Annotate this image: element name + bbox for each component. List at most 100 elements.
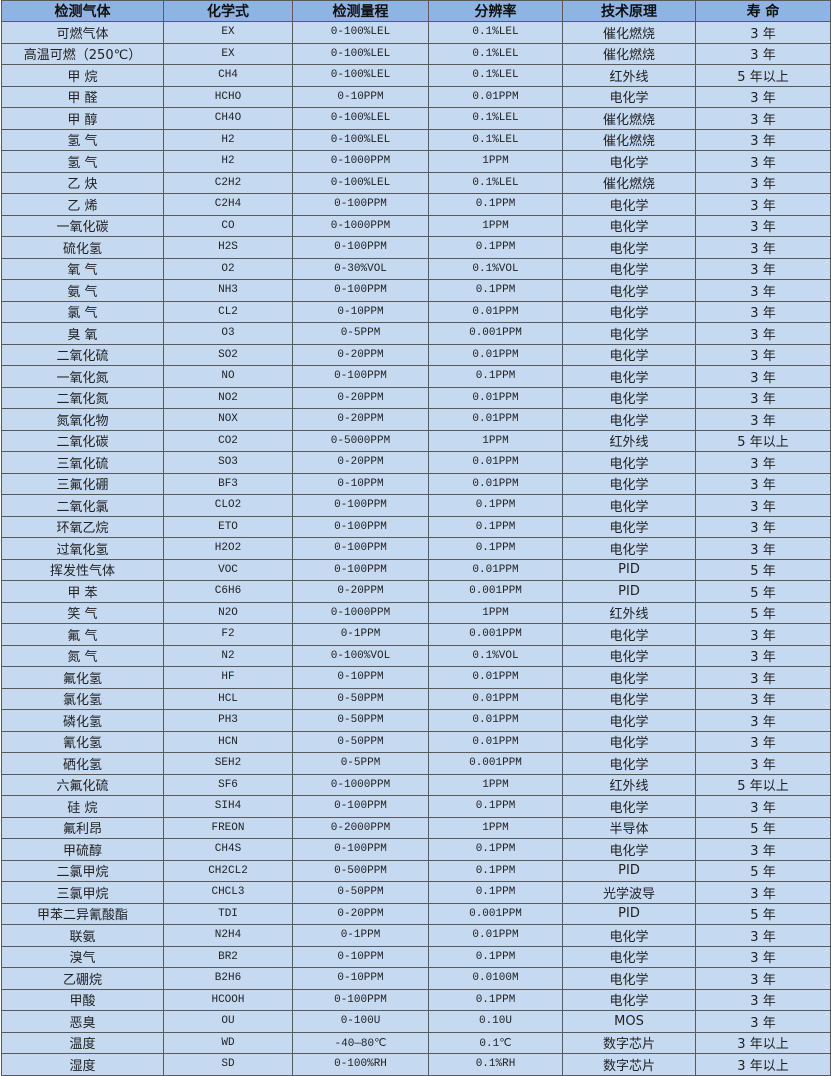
principle-cell: 电化学: [562, 666, 696, 689]
principle-cell: 电化学: [562, 623, 696, 646]
formula-cell: HCL: [163, 687, 293, 710]
principle-cell: 电化学: [562, 644, 696, 667]
formula-cell: ETO: [163, 515, 293, 538]
lifespan-cell: 3 年: [695, 537, 831, 560]
table-row: 硫化氢 H2S 0-100PPM 0.1PPM 电化学 3 年: [1, 236, 831, 259]
lifespan-cell: 5 年以上: [695, 773, 831, 796]
resolution-cell: 0.1PPM: [428, 881, 563, 904]
principle-cell: 电化学: [562, 236, 696, 259]
gas-cell: 三氟化硼: [1, 472, 164, 495]
table-row: 氯 气 CL2 0-10PPM 0.01PPM 电化学 3 年: [1, 300, 831, 323]
table-row: 挥发性气体 VOC 0-100PPM 0.01PPM PID 5 年: [1, 558, 831, 581]
range-cell: 0-10PPM: [292, 85, 429, 108]
table-row: 三氟化硼 BF3 0-10PPM 0.01PPM 电化学 3 年: [1, 472, 831, 495]
table-row: 氨 气 NH3 0-100PPM 0.1PPM 电化学 3 年: [1, 279, 831, 302]
formula-cell: SO3: [163, 451, 293, 474]
table-row: 三氧化硫 SO3 0-20PPM 0.01PPM 电化学 3 年: [1, 451, 831, 474]
table-row: 氢 气 H2 0-100%LEL 0.1%LEL 催化燃烧 3 年: [1, 128, 831, 151]
principle-cell: 电化学: [562, 408, 696, 431]
resolution-cell: 0.1PPM: [428, 515, 563, 538]
formula-cell: C2H2: [163, 171, 293, 194]
lifespan-cell: 3 年: [695, 42, 831, 65]
lifespan-cell: 3 年: [695, 472, 831, 495]
resolution-cell: 0.10U: [428, 1010, 563, 1033]
resolution-cell: 0.1℃: [428, 1031, 563, 1054]
lifespan-cell: 3 年: [695, 107, 831, 130]
range-cell: 0-20PPM: [292, 386, 429, 409]
gas-cell: 联氨: [1, 924, 164, 947]
table-body: 可燃气体 EX 0-100%LEL 0.1%LEL 催化燃烧 3 年高温可燃（250℃） E…: [1, 21, 831, 1076]
formula-cell: NH3: [163, 279, 293, 302]
table-row: 氟化氢 HF 0-10PPM 0.01PPM 电化学 3 年: [1, 666, 831, 689]
lifespan-cell: 3 年: [695, 709, 831, 732]
lifespan-cell: 3 年以上: [695, 1053, 831, 1076]
resolution-cell: 0.1%VOL: [428, 644, 563, 667]
lifespan-cell: 5 年: [695, 580, 831, 603]
principle-cell: 电化学: [562, 85, 696, 108]
principle-cell: 电化学: [562, 386, 696, 409]
resolution-cell: 0.01PPM: [428, 85, 563, 108]
formula-cell: CHCL3: [163, 881, 293, 904]
resolution-cell: 0.01PPM: [428, 666, 563, 689]
formula-cell: NOX: [163, 408, 293, 431]
resolution-cell: 0.1%LEL: [428, 107, 563, 130]
principle-cell: 电化学: [562, 537, 696, 560]
range-cell: 0-500PPM: [292, 859, 429, 882]
gas-cell: 氯化氢: [1, 687, 164, 710]
principle-cell: 催化燃烧: [562, 128, 696, 151]
range-cell: 0-5PPM: [292, 752, 429, 775]
gas-cell: 氢 气: [1, 150, 164, 173]
principle-cell: 电化学: [562, 687, 696, 710]
lifespan-cell: 3 年: [695, 623, 831, 646]
gas-cell: 甲硫醇: [1, 838, 164, 861]
formula-cell: EX: [163, 42, 293, 65]
lifespan-cell: 5 年以上: [695, 64, 831, 87]
range-cell: 0-100PPM: [292, 838, 429, 861]
gas-cell: 湿度: [1, 1053, 164, 1076]
principle-cell: 电化学: [562, 279, 696, 302]
resolution-cell: 0.001PPM: [428, 752, 563, 775]
principle-cell: 电化学: [562, 945, 696, 968]
formula-cell: HCHO: [163, 85, 293, 108]
principle-cell: 催化燃烧: [562, 42, 696, 65]
lifespan-cell: 3 年: [695, 881, 831, 904]
table-row: 硅 烷 SIH4 0-100PPM 0.1PPM 电化学 3 年: [1, 795, 831, 818]
header-gas: 检测气体: [1, 0, 164, 22]
lifespan-cell: 5 年: [695, 859, 831, 882]
range-cell: 0-1000PPM: [292, 214, 429, 237]
resolution-cell: 0.1PPM: [428, 945, 563, 968]
range-cell: 0-100%RH: [292, 1053, 429, 1076]
range-cell: 0-100%LEL: [292, 42, 429, 65]
table-row: 六氟化硫 SF6 0-1000PPM 1PPM 红外线 5 年以上: [1, 773, 831, 796]
lifespan-cell: 5 年: [695, 558, 831, 581]
gas-cell: 氧 气: [1, 257, 164, 280]
formula-cell: CH4O: [163, 107, 293, 130]
formula-cell: BR2: [163, 945, 293, 968]
table-row: 温度 WD -40—80℃ 0.1℃ 数字芯片 3 年以上: [1, 1031, 831, 1054]
range-cell: 0-5PPM: [292, 322, 429, 345]
principle-cell: 电化学: [562, 924, 696, 947]
gas-cell: 甲酸: [1, 988, 164, 1011]
principle-cell: 催化燃烧: [562, 171, 696, 194]
resolution-cell: 0.1%LEL: [428, 64, 563, 87]
lifespan-cell: 3 年: [695, 687, 831, 710]
table-row: 甲 苯 C6H6 0-20PPM 0.001PPM PID 5 年: [1, 580, 831, 603]
formula-cell: CH4S: [163, 838, 293, 861]
formula-cell: FREON: [163, 816, 293, 839]
table-row: 甲酸 HCOOH 0-100PPM 0.1PPM 电化学 3 年: [1, 988, 831, 1011]
range-cell: 0-100PPM: [292, 365, 429, 388]
resolution-cell: 0.1PPM: [428, 859, 563, 882]
lifespan-cell: 3 年: [695, 343, 831, 366]
resolution-cell: 0.01PPM: [428, 451, 563, 474]
resolution-cell: 0.1PPM: [428, 838, 563, 861]
table-row: 甲 烷 CH4 0-100%LEL 0.1%LEL 红外线 5 年以上: [1, 64, 831, 87]
resolution-cell: 0.01PPM: [428, 687, 563, 710]
lifespan-cell: 3 年: [695, 945, 831, 968]
lifespan-cell: 3 年: [695, 300, 831, 323]
formula-cell: H2O2: [163, 537, 293, 560]
principle-cell: 电化学: [562, 988, 696, 1011]
table-row: 甲硫醇 CH4S 0-100PPM 0.1PPM 电化学 3 年: [1, 838, 831, 861]
range-cell: 0-100PPM: [292, 193, 429, 216]
lifespan-cell: 3 年: [695, 322, 831, 345]
gas-cell: 氟 气: [1, 623, 164, 646]
